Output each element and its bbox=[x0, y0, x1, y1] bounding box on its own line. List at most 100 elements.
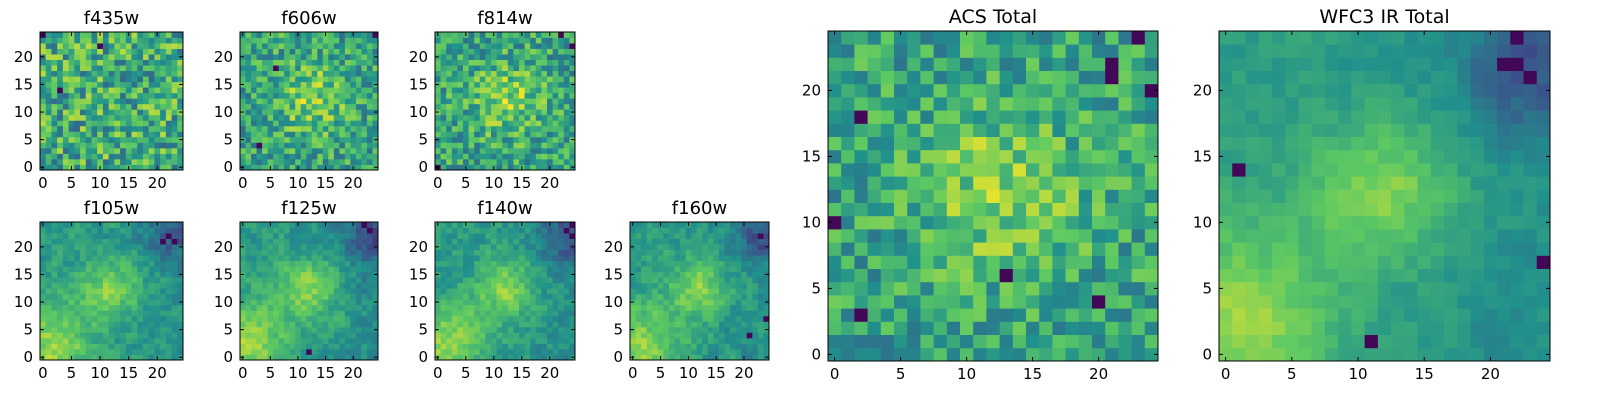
heatmap-cell bbox=[306, 114, 313, 121]
heatmap-cell bbox=[718, 277, 725, 284]
heatmap-cell bbox=[507, 255, 514, 262]
heatmap-cell bbox=[355, 310, 362, 317]
heatmap-cell bbox=[131, 299, 138, 306]
heatmap-cell bbox=[68, 43, 75, 49]
heatmap-cell bbox=[1092, 215, 1106, 230]
heatmap-cell bbox=[361, 227, 368, 234]
heatmap-cell bbox=[142, 271, 150, 278]
heatmap-cell bbox=[62, 332, 69, 339]
heatmap-cell bbox=[68, 54, 75, 60]
heatmap-cell bbox=[569, 98, 576, 105]
heatmap-cell bbox=[435, 260, 441, 267]
heatmap-cell bbox=[333, 120, 340, 127]
heatmap-cell bbox=[91, 282, 98, 289]
heatmap-cell bbox=[513, 65, 520, 72]
heatmap-cell bbox=[440, 315, 447, 322]
heatmap-cell bbox=[306, 87, 313, 94]
heatmap-cell bbox=[300, 348, 307, 355]
heatmap-cell bbox=[154, 326, 161, 333]
heatmap-cell bbox=[1078, 347, 1093, 362]
heatmap-cell bbox=[355, 321, 362, 328]
heatmap-cell bbox=[74, 304, 81, 311]
heatmap-cell bbox=[468, 277, 475, 284]
heatmap-cell bbox=[245, 321, 252, 328]
heatmap-cell bbox=[569, 125, 576, 132]
heatmap-cell bbox=[451, 120, 458, 127]
heatmap-cell bbox=[519, 158, 525, 165]
heatmap-cell bbox=[114, 54, 121, 60]
heatmap-cell bbox=[946, 189, 961, 203]
heatmap-cell bbox=[171, 277, 178, 284]
heatmap-cell bbox=[80, 321, 87, 328]
heatmap-cell bbox=[366, 277, 373, 284]
heatmap-cell bbox=[350, 76, 357, 83]
heatmap-cell bbox=[339, 136, 346, 143]
heatmap-cell bbox=[306, 293, 313, 300]
heatmap-cell bbox=[451, 277, 458, 284]
heatmap-cell bbox=[735, 354, 742, 361]
heatmap-cell bbox=[530, 233, 537, 239]
heatmap-cell bbox=[674, 299, 681, 306]
heatmap-cell bbox=[713, 227, 720, 234]
heatmap-cell bbox=[142, 114, 150, 121]
heatmap-cell bbox=[841, 321, 855, 335]
heatmap-cell bbox=[513, 271, 520, 278]
heatmap-cell bbox=[513, 92, 520, 99]
heatmap-cell bbox=[735, 337, 742, 344]
heatmap-cell bbox=[920, 255, 934, 269]
heatmap-cell bbox=[502, 114, 509, 121]
heatmap-cell bbox=[535, 125, 542, 132]
heatmap-cell bbox=[80, 59, 87, 66]
heatmap-cell bbox=[496, 271, 503, 278]
heatmap-cell bbox=[57, 227, 64, 234]
heatmap-cell bbox=[171, 70, 178, 77]
heatmap-cell bbox=[40, 293, 47, 300]
heatmap-cell bbox=[513, 70, 520, 77]
heatmap-cell bbox=[328, 348, 335, 355]
heatmap-cell bbox=[251, 109, 257, 116]
heatmap-cells bbox=[828, 31, 1159, 362]
heatmap-cell bbox=[131, 136, 138, 143]
heatmap-cell bbox=[641, 343, 648, 350]
heatmap-cell bbox=[85, 282, 92, 289]
heatmap-cell bbox=[646, 304, 653, 311]
heatmap-cell bbox=[108, 153, 115, 160]
heatmap-cell bbox=[707, 282, 714, 289]
heatmap-cell bbox=[463, 43, 469, 49]
heatmap-cell bbox=[295, 103, 302, 110]
heatmap-cell bbox=[657, 288, 664, 295]
heatmap-cell bbox=[468, 125, 475, 132]
heatmap-cell bbox=[451, 81, 458, 88]
heatmap-cell bbox=[652, 255, 659, 262]
heatmap-cell bbox=[328, 37, 335, 44]
heatmap-cell bbox=[479, 92, 486, 99]
heatmap-cell bbox=[440, 59, 447, 66]
heatmap-cell bbox=[479, 59, 486, 66]
heatmap-cell bbox=[165, 125, 172, 132]
heatmap-cell bbox=[339, 238, 346, 245]
heatmap-cell bbox=[674, 354, 681, 361]
heatmap-cell bbox=[440, 48, 447, 55]
heatmap-cell bbox=[713, 304, 720, 311]
heatmap-cell bbox=[74, 87, 81, 94]
heatmap-cell bbox=[262, 65, 268, 72]
heatmap-cell bbox=[867, 189, 882, 203]
heatmap-cell bbox=[752, 332, 759, 339]
heatmap-cell bbox=[372, 249, 379, 256]
heatmap-cell bbox=[552, 92, 559, 99]
heatmap-cell bbox=[763, 255, 770, 262]
heatmap-cell bbox=[479, 227, 486, 234]
heatmap-cell bbox=[1131, 163, 1146, 177]
heatmap-cell bbox=[435, 277, 441, 284]
heatmap-cell bbox=[366, 238, 373, 245]
heatmap-cell bbox=[451, 32, 458, 38]
heatmap-cell bbox=[457, 114, 464, 121]
heatmap-cell bbox=[513, 98, 520, 105]
heatmap-cell bbox=[142, 147, 150, 154]
heatmap-cell bbox=[366, 304, 373, 311]
heatmap-cell bbox=[746, 266, 753, 273]
heatmap-cell bbox=[674, 321, 681, 328]
heatmap-cell bbox=[552, 59, 559, 66]
heatmap-cell bbox=[350, 343, 357, 350]
heatmap-cell bbox=[558, 48, 565, 55]
